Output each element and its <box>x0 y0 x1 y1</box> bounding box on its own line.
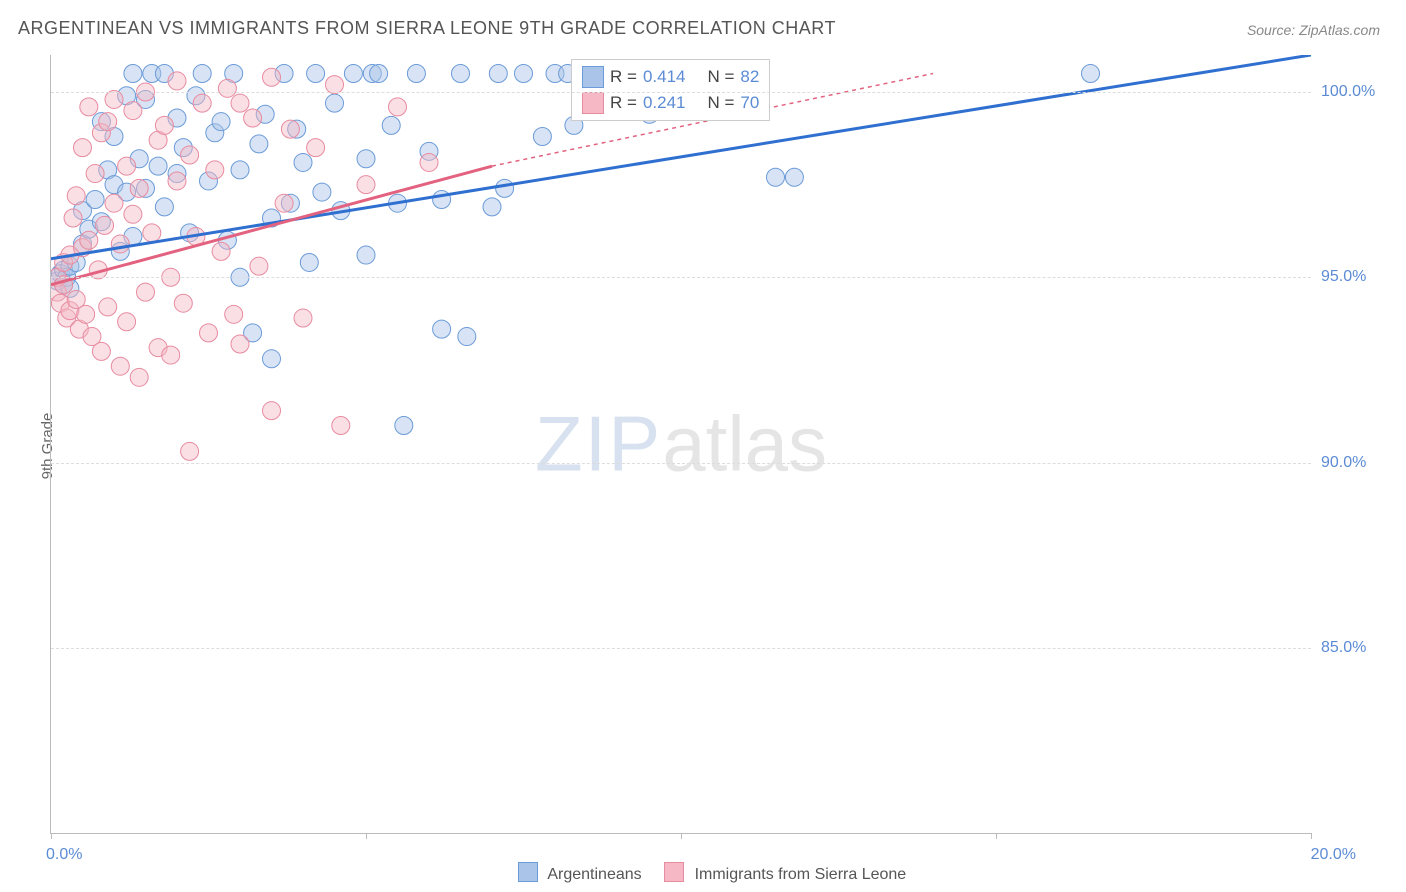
swatch-series1 <box>582 66 604 88</box>
stats-row-series1: R = 0.414 N = 82 <box>582 64 759 90</box>
bottom-legend-label-1: Argentineans <box>547 866 641 883</box>
x-tick-0: 0.0% <box>46 846 82 864</box>
bottom-swatch-2 <box>664 862 684 882</box>
n-value-2: 70 <box>740 93 759 113</box>
chart-source: Source: ZipAtlas.com <box>1247 22 1380 38</box>
bottom-legend: Argentineans Immigrants from Sierra Leon… <box>0 862 1406 884</box>
bottom-legend-label-2: Immigrants from Sierra Leone <box>695 866 907 883</box>
r-label: R = <box>610 67 637 87</box>
r-label-2: R = <box>610 93 637 113</box>
swatch-series2 <box>582 92 604 114</box>
stats-row-series2: R = 0.241 N = 70 <box>582 90 759 116</box>
r-value-2: 0.241 <box>643 93 686 113</box>
bottom-swatch-1 <box>518 862 538 882</box>
plot-area: ZIPatlas R = 0.414 N = 82 R = 0.241 N = … <box>50 55 1311 834</box>
chart-svg <box>51 55 1311 833</box>
x-tick-20: 20.0% <box>1311 846 1356 864</box>
n-label: N = <box>707 67 734 87</box>
n-value-1: 82 <box>740 67 759 87</box>
r-value-1: 0.414 <box>643 67 686 87</box>
stats-legend: R = 0.414 N = 82 R = 0.241 N = 70 <box>571 59 770 121</box>
chart-title: ARGENTINEAN VS IMMIGRANTS FROM SIERRA LE… <box>18 18 836 39</box>
n-label-2: N = <box>707 93 734 113</box>
